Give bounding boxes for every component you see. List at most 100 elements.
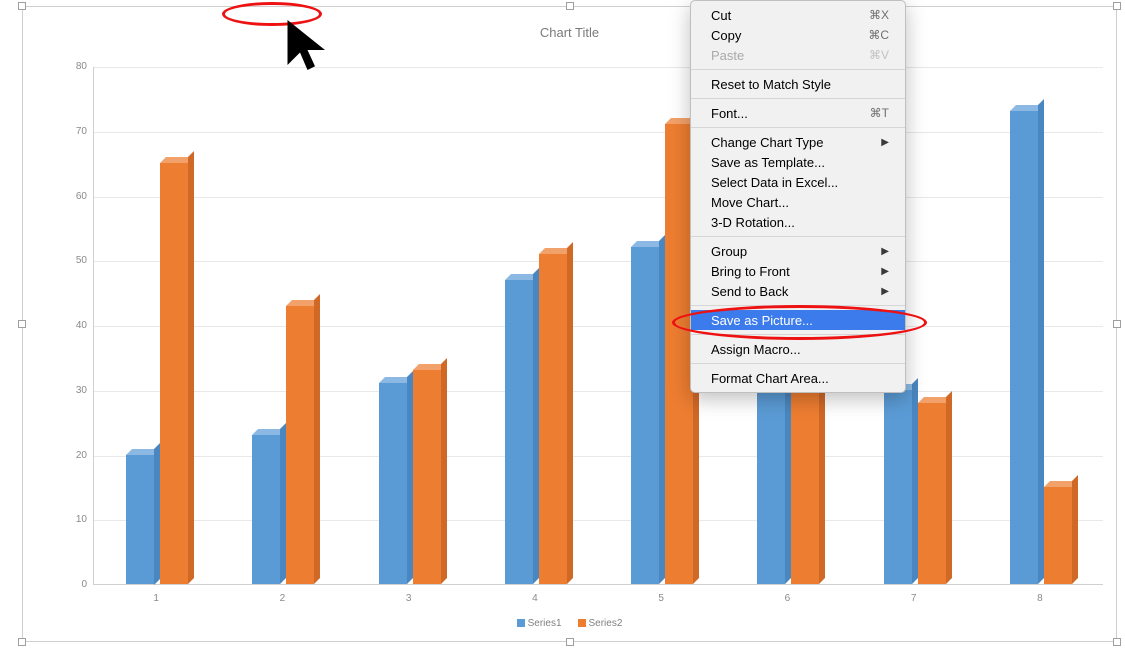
legend-swatch bbox=[517, 619, 525, 627]
bar-series1-3[interactable] bbox=[379, 383, 407, 584]
y-axis-label: 20 bbox=[61, 450, 87, 461]
selection-handle[interactable] bbox=[1113, 2, 1121, 10]
x-axis-label: 1 bbox=[153, 593, 159, 604]
menu-separator bbox=[691, 363, 905, 364]
x-axis-label: 5 bbox=[658, 593, 664, 604]
menu-separator bbox=[691, 305, 905, 306]
plot-area[interactable] bbox=[93, 67, 1103, 585]
bar-series2-2[interactable] bbox=[286, 306, 314, 584]
menu-item-label: Bring to Front bbox=[711, 264, 790, 279]
menu-item-shortcut: ⌘C bbox=[868, 28, 889, 42]
menu-item-bring-to-front[interactable]: Bring to Front ▶ bbox=[691, 261, 905, 281]
bar-series1-4[interactable] bbox=[505, 280, 533, 584]
bar-series1-2[interactable] bbox=[252, 435, 280, 584]
x-axis-label: 6 bbox=[785, 593, 791, 604]
bar-series2-8[interactable] bbox=[1044, 487, 1072, 584]
menu-item-label: Paste bbox=[711, 48, 744, 63]
x-axis-label: 8 bbox=[1037, 593, 1043, 604]
submenu-arrow-icon: ▶ bbox=[881, 137, 889, 148]
x-axis-label: 7 bbox=[911, 593, 917, 604]
chart-legend[interactable]: Series1 Series2 bbox=[23, 618, 1116, 629]
menu-item-label: Move Chart... bbox=[711, 195, 789, 210]
menu-item-label: Send to Back bbox=[711, 284, 788, 299]
menu-item-assign-macro[interactable]: Assign Macro... bbox=[691, 339, 905, 359]
bar-series2-7[interactable] bbox=[918, 403, 946, 584]
selection-handle[interactable] bbox=[18, 320, 26, 328]
y-axis-label: 50 bbox=[61, 255, 87, 266]
x-axis-label: 2 bbox=[280, 593, 286, 604]
x-axis-label: 3 bbox=[406, 593, 412, 604]
gridline bbox=[94, 261, 1103, 262]
menu-item-send-to-back[interactable]: Send to Back ▶ bbox=[691, 281, 905, 301]
submenu-arrow-icon: ▶ bbox=[881, 286, 889, 297]
bar-series2-4[interactable] bbox=[539, 254, 567, 584]
menu-item-move-chart[interactable]: Move Chart... bbox=[691, 192, 905, 212]
y-axis-label: 40 bbox=[61, 320, 87, 331]
chart-frame[interactable]: Chart Title 0 10 20 30 40 50 60 70 80 1 2 3 4 5 6 7 8 S… bbox=[22, 6, 1117, 642]
x-axis-label: 4 bbox=[532, 593, 538, 604]
menu-item-shortcut: ⌘T bbox=[870, 106, 889, 120]
selection-handle[interactable] bbox=[566, 638, 574, 646]
menu-item-paste: Paste ⌘V bbox=[691, 45, 905, 65]
menu-item-label: Change Chart Type bbox=[711, 135, 824, 150]
menu-separator bbox=[691, 69, 905, 70]
gridline bbox=[94, 326, 1103, 327]
menu-item-group[interactable]: Group ▶ bbox=[691, 241, 905, 261]
legend-item-series1[interactable]: Series1 bbox=[517, 618, 562, 629]
y-axis-label: 80 bbox=[61, 61, 87, 72]
gridline bbox=[94, 132, 1103, 133]
gridline bbox=[94, 67, 1103, 68]
bar-series2-1[interactable] bbox=[160, 163, 188, 584]
menu-item-save-as-template[interactable]: Save as Template... bbox=[691, 152, 905, 172]
menu-item-label: Copy bbox=[711, 28, 741, 43]
selection-handle[interactable] bbox=[18, 2, 26, 10]
menu-separator bbox=[691, 127, 905, 128]
submenu-arrow-icon: ▶ bbox=[881, 246, 889, 257]
y-axis-label: 10 bbox=[61, 514, 87, 525]
bar-series2-3[interactable] bbox=[413, 370, 441, 584]
selection-handle[interactable] bbox=[18, 638, 26, 646]
bar-series2-5[interactable] bbox=[665, 124, 693, 584]
menu-item-label: Font... bbox=[711, 106, 748, 121]
menu-item-reset-to-match-style[interactable]: Reset to Match Style bbox=[691, 74, 905, 94]
menu-item-save-as-picture[interactable]: Save as Picture... bbox=[691, 310, 905, 330]
y-axis-label: 60 bbox=[61, 191, 87, 202]
menu-item-font[interactable]: Font... ⌘T bbox=[691, 103, 905, 123]
menu-item-label: Save as Picture... bbox=[711, 313, 813, 328]
menu-item-label: Format Chart Area... bbox=[711, 371, 829, 386]
selection-handle[interactable] bbox=[1113, 638, 1121, 646]
menu-item-label: Save as Template... bbox=[711, 155, 825, 170]
bar-series2-6[interactable] bbox=[791, 390, 819, 584]
legend-item-series2[interactable]: Series2 bbox=[578, 618, 623, 629]
menu-item-label: Select Data in Excel... bbox=[711, 175, 838, 190]
y-axis-label: 0 bbox=[61, 579, 87, 590]
menu-item-label: Assign Macro... bbox=[711, 342, 801, 357]
menu-item-shortcut: ⌘V bbox=[869, 48, 889, 62]
bar-series1-1[interactable] bbox=[126, 455, 154, 585]
bar-series1-7[interactable] bbox=[884, 390, 912, 584]
legend-swatch bbox=[578, 619, 586, 627]
menu-item-cut[interactable]: Cut⌘X bbox=[691, 5, 905, 25]
menu-item-format-chart-area[interactable]: Format Chart Area... bbox=[691, 368, 905, 388]
selection-handle[interactable] bbox=[566, 2, 574, 10]
bar-series1-6[interactable] bbox=[757, 390, 785, 584]
context-menu: Cut⌘X Copy ⌘C Paste ⌘V Reset to Match Style Fo… bbox=[690, 0, 906, 393]
menu-item-label: Cut bbox=[711, 8, 731, 23]
menu-separator bbox=[691, 334, 905, 335]
y-axis-label: 70 bbox=[61, 126, 87, 137]
menu-item-select-data-in-excel[interactable]: Select Data in Excel... bbox=[691, 172, 905, 192]
menu-separator bbox=[691, 236, 905, 237]
selection-handle[interactable] bbox=[1113, 320, 1121, 328]
menu-item-label: Group bbox=[711, 244, 747, 259]
bar-series1-8[interactable] bbox=[1010, 111, 1038, 584]
submenu-arrow-icon: ▶ bbox=[881, 266, 889, 277]
chart-title[interactable]: Chart Title bbox=[23, 25, 1116, 40]
menu-item-change-chart-type[interactable]: Change Chart Type ▶ bbox=[691, 132, 905, 152]
menu-item-label: Reset to Match Style bbox=[711, 77, 831, 92]
bar-series1-5[interactable] bbox=[631, 247, 659, 584]
menu-item-3-d-rotation[interactable]: 3-D Rotation... bbox=[691, 212, 905, 232]
menu-item-copy[interactable]: Copy ⌘C bbox=[691, 25, 905, 45]
gridline bbox=[94, 197, 1103, 198]
y-axis-label: 30 bbox=[61, 385, 87, 396]
menu-item-label: 3-D Rotation... bbox=[711, 215, 795, 230]
